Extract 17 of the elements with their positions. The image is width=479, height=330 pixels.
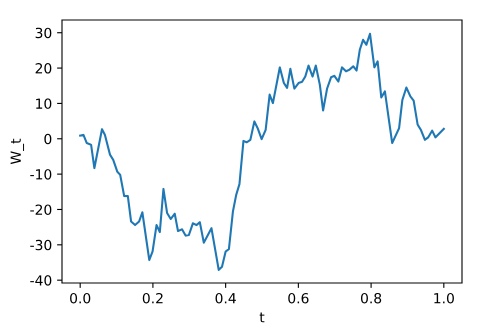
line-series: [79, 32, 445, 271]
y-tick-label: -40: [30, 275, 52, 286]
y-tick-label: 20: [36, 63, 52, 74]
x-tick-label: 0.4: [216, 292, 236, 304]
y-tick-label: -30: [30, 240, 52, 250]
x-tick-label: 0.0: [70, 292, 90, 304]
x-tick-label: 0.8: [360, 292, 382, 304]
x-axis-title: t: [260, 312, 264, 322]
y-tick-label: 30: [36, 28, 52, 38]
y-tick-label: 0: [44, 134, 52, 144]
y-tick-label: -20: [30, 204, 52, 215]
y-tick-label: 10: [36, 98, 52, 109]
y-tick-label: -10: [30, 169, 52, 180]
x-tick-label: 0.6: [288, 292, 309, 304]
x-tick-label: 1.0: [434, 292, 454, 304]
y-axis-title: W_t: [10, 138, 24, 164]
x-tick-label: 0.2: [142, 292, 163, 304]
